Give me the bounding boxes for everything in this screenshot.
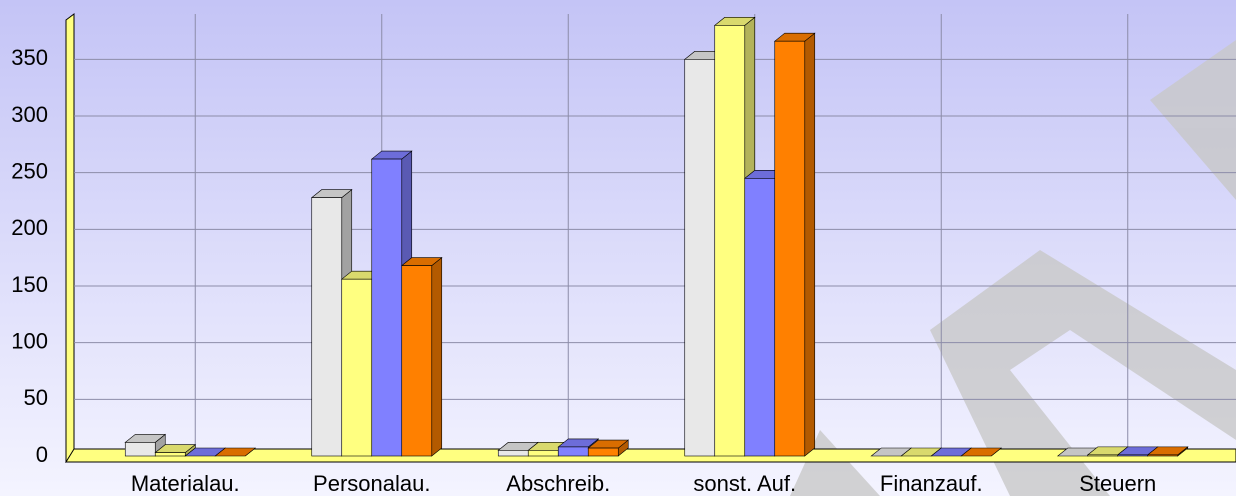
bar-front (684, 59, 716, 457)
bars (124, 16, 1189, 457)
x-tick-label: Personalau. (313, 471, 430, 496)
x-tick-label: Materialau. (131, 471, 240, 496)
bar-side (804, 32, 816, 457)
x-tick-label: sonst. Auf. (693, 471, 796, 496)
bar-front (311, 197, 343, 457)
bar-front (1147, 454, 1179, 457)
y-tick-label: 100 (11, 328, 48, 353)
y-tick-label: 300 (11, 102, 48, 127)
y-tick-label: 350 (11, 45, 48, 70)
bar-front (587, 447, 619, 457)
bar-front (744, 178, 776, 457)
bar (960, 447, 1003, 457)
bar-front (401, 265, 433, 457)
bar-front (1117, 454, 1149, 457)
y-tick-label: 0 (36, 442, 48, 467)
y-tick-label: 50 (24, 385, 48, 410)
bar (400, 256, 443, 457)
bar (1146, 446, 1189, 457)
bar-front (497, 450, 529, 457)
left-wall (65, 13, 75, 463)
bar-front (371, 158, 403, 457)
bar-top (214, 447, 257, 457)
x-tick-label: Steuern (1079, 471, 1156, 496)
y-tick-label: 150 (11, 272, 48, 297)
bar-front (1087, 454, 1119, 457)
bar-top (960, 447, 1003, 457)
bar (773, 32, 816, 457)
bar (214, 447, 257, 457)
bar-front (341, 278, 373, 457)
bar-front (714, 25, 746, 457)
bar-front (124, 442, 156, 457)
y-tick-label: 200 (11, 215, 48, 240)
x-tick-label: Abschreib. (506, 471, 610, 496)
bar-side (431, 256, 443, 457)
bar-front (774, 40, 806, 457)
x-tick-label: Finanzauf. (880, 471, 983, 496)
y-tick-label: 250 (11, 158, 48, 183)
bar-front (557, 446, 589, 457)
bar-front (527, 450, 559, 457)
bar (587, 439, 630, 457)
bar (154, 443, 197, 457)
bar-front (154, 452, 186, 457)
